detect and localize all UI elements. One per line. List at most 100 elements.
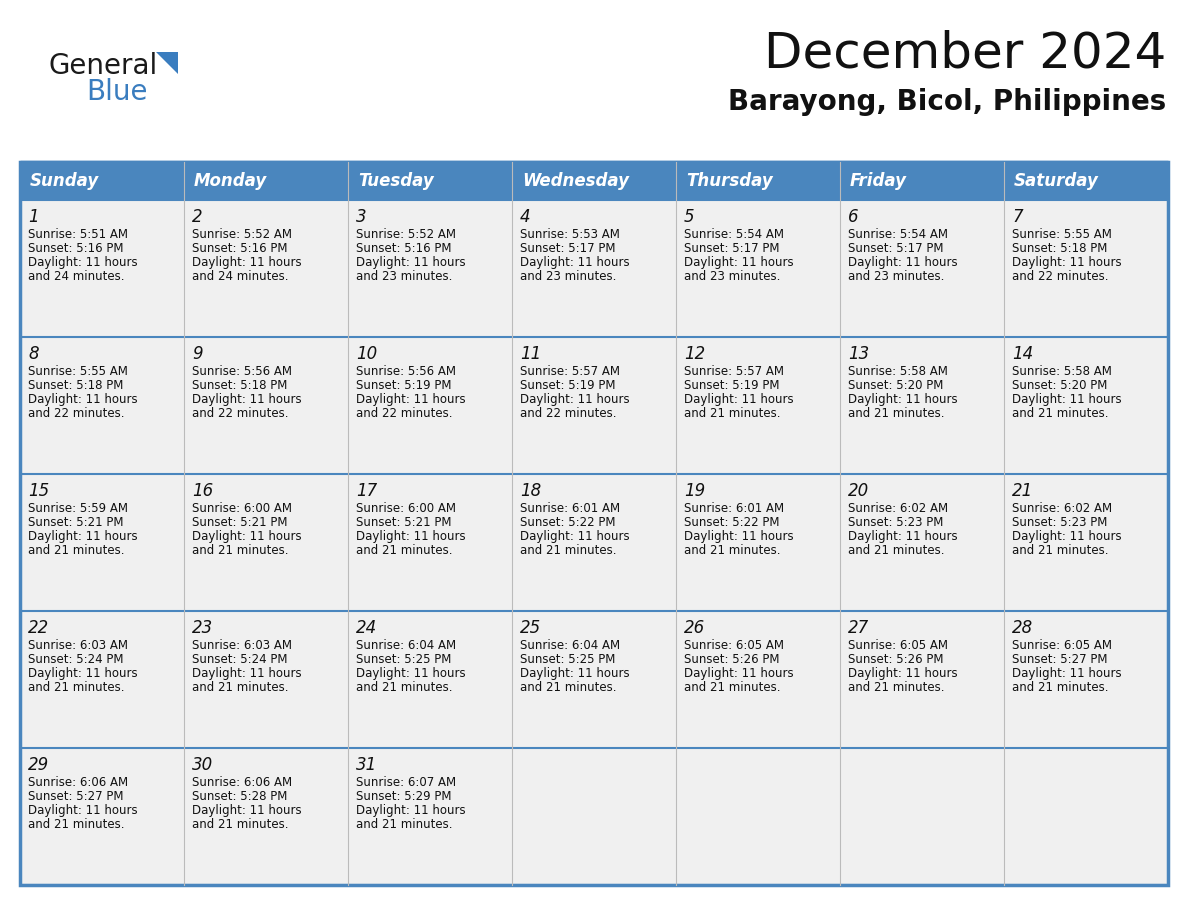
Text: Daylight: 11 hours: Daylight: 11 hours xyxy=(192,804,302,817)
Text: Sunrise: 6:05 AM: Sunrise: 6:05 AM xyxy=(1012,639,1112,652)
Text: Sunrise: 6:05 AM: Sunrise: 6:05 AM xyxy=(848,639,948,652)
Text: Sunrise: 5:58 AM: Sunrise: 5:58 AM xyxy=(848,365,948,378)
Text: Daylight: 11 hours: Daylight: 11 hours xyxy=(520,667,630,680)
Text: Sunset: 5:27 PM: Sunset: 5:27 PM xyxy=(1012,653,1107,666)
Text: Sunset: 5:17 PM: Sunset: 5:17 PM xyxy=(520,242,615,255)
Text: and 21 minutes.: and 21 minutes. xyxy=(848,407,944,420)
Text: Sunset: 5:16 PM: Sunset: 5:16 PM xyxy=(356,242,451,255)
Text: Sunset: 5:19 PM: Sunset: 5:19 PM xyxy=(356,379,451,392)
Text: Sunset: 5:21 PM: Sunset: 5:21 PM xyxy=(356,516,451,529)
Text: Sunset: 5:28 PM: Sunset: 5:28 PM xyxy=(192,790,287,803)
Text: Sunrise: 6:01 AM: Sunrise: 6:01 AM xyxy=(684,502,784,515)
Text: Tuesday: Tuesday xyxy=(358,172,434,190)
Text: Daylight: 11 hours: Daylight: 11 hours xyxy=(192,393,302,406)
Text: Sunset: 5:24 PM: Sunset: 5:24 PM xyxy=(29,653,124,666)
Text: Daylight: 11 hours: Daylight: 11 hours xyxy=(848,667,958,680)
Text: Daylight: 11 hours: Daylight: 11 hours xyxy=(520,393,630,406)
Text: 12: 12 xyxy=(684,345,706,363)
Text: Daylight: 11 hours: Daylight: 11 hours xyxy=(520,256,630,269)
Text: Sunset: 5:27 PM: Sunset: 5:27 PM xyxy=(29,790,124,803)
Text: and 22 minutes.: and 22 minutes. xyxy=(1012,270,1108,283)
Text: Daylight: 11 hours: Daylight: 11 hours xyxy=(1012,393,1121,406)
Text: Sunset: 5:20 PM: Sunset: 5:20 PM xyxy=(1012,379,1107,392)
Text: Sunrise: 5:57 AM: Sunrise: 5:57 AM xyxy=(684,365,784,378)
Text: Daylight: 11 hours: Daylight: 11 hours xyxy=(192,667,302,680)
Text: Sunrise: 5:58 AM: Sunrise: 5:58 AM xyxy=(1012,365,1112,378)
Text: 20: 20 xyxy=(848,482,870,500)
Text: and 21 minutes.: and 21 minutes. xyxy=(1012,681,1108,694)
Text: and 21 minutes.: and 21 minutes. xyxy=(1012,407,1108,420)
Text: and 21 minutes.: and 21 minutes. xyxy=(29,681,125,694)
Text: Sunrise: 6:06 AM: Sunrise: 6:06 AM xyxy=(29,776,128,789)
Text: Sunrise: 6:03 AM: Sunrise: 6:03 AM xyxy=(192,639,292,652)
Text: and 21 minutes.: and 21 minutes. xyxy=(192,544,289,557)
Text: Sunset: 5:29 PM: Sunset: 5:29 PM xyxy=(356,790,451,803)
Text: and 22 minutes.: and 22 minutes. xyxy=(520,407,617,420)
Text: Sunrise: 5:56 AM: Sunrise: 5:56 AM xyxy=(356,365,456,378)
Text: 8: 8 xyxy=(29,345,39,363)
Text: Sunset: 5:22 PM: Sunset: 5:22 PM xyxy=(684,516,779,529)
Text: Daylight: 11 hours: Daylight: 11 hours xyxy=(29,530,138,543)
Text: 7: 7 xyxy=(1012,208,1023,226)
Text: 16: 16 xyxy=(192,482,214,500)
Text: Sunrise: 5:59 AM: Sunrise: 5:59 AM xyxy=(29,502,128,515)
Text: Monday: Monday xyxy=(194,172,267,190)
Text: Sunset: 5:26 PM: Sunset: 5:26 PM xyxy=(848,653,943,666)
Text: Sunrise: 5:55 AM: Sunrise: 5:55 AM xyxy=(29,365,128,378)
Text: Wednesday: Wednesday xyxy=(522,172,628,190)
Text: Sunset: 5:24 PM: Sunset: 5:24 PM xyxy=(192,653,287,666)
Text: and 21 minutes.: and 21 minutes. xyxy=(356,681,453,694)
Text: Sunrise: 6:01 AM: Sunrise: 6:01 AM xyxy=(520,502,620,515)
Text: 25: 25 xyxy=(520,619,542,637)
Text: Sunrise: 5:51 AM: Sunrise: 5:51 AM xyxy=(29,228,128,241)
Text: Sunset: 5:18 PM: Sunset: 5:18 PM xyxy=(192,379,287,392)
Bar xyxy=(20,611,1168,748)
Text: Sunset: 5:16 PM: Sunset: 5:16 PM xyxy=(192,242,287,255)
Text: Sunrise: 5:52 AM: Sunrise: 5:52 AM xyxy=(356,228,456,241)
Text: Daylight: 11 hours: Daylight: 11 hours xyxy=(356,256,466,269)
Text: Daylight: 11 hours: Daylight: 11 hours xyxy=(192,256,302,269)
Text: Sunset: 5:16 PM: Sunset: 5:16 PM xyxy=(29,242,124,255)
Text: and 21 minutes.: and 21 minutes. xyxy=(29,544,125,557)
Text: 5: 5 xyxy=(684,208,695,226)
Text: 11: 11 xyxy=(520,345,542,363)
Text: 29: 29 xyxy=(29,756,49,774)
Text: Daylight: 11 hours: Daylight: 11 hours xyxy=(29,667,138,680)
Text: Sunset: 5:20 PM: Sunset: 5:20 PM xyxy=(848,379,943,392)
Text: 27: 27 xyxy=(848,619,870,637)
Text: 18: 18 xyxy=(520,482,542,500)
Text: and 21 minutes.: and 21 minutes. xyxy=(684,681,781,694)
Text: Sunset: 5:23 PM: Sunset: 5:23 PM xyxy=(848,516,943,529)
Text: 13: 13 xyxy=(848,345,870,363)
Text: and 21 minutes.: and 21 minutes. xyxy=(29,818,125,831)
Text: and 23 minutes.: and 23 minutes. xyxy=(848,270,944,283)
Text: and 23 minutes.: and 23 minutes. xyxy=(356,270,453,283)
Text: Daylight: 11 hours: Daylight: 11 hours xyxy=(356,667,466,680)
Text: Sunrise: 5:55 AM: Sunrise: 5:55 AM xyxy=(1012,228,1112,241)
Text: Sunset: 5:23 PM: Sunset: 5:23 PM xyxy=(1012,516,1107,529)
Text: and 23 minutes.: and 23 minutes. xyxy=(684,270,781,283)
Text: Sunset: 5:18 PM: Sunset: 5:18 PM xyxy=(29,379,124,392)
Text: Daylight: 11 hours: Daylight: 11 hours xyxy=(684,393,794,406)
Text: Barayong, Bicol, Philippines: Barayong, Bicol, Philippines xyxy=(728,88,1165,116)
Text: Saturday: Saturday xyxy=(1015,172,1099,190)
Text: 9: 9 xyxy=(192,345,203,363)
Text: Daylight: 11 hours: Daylight: 11 hours xyxy=(356,804,466,817)
Text: Friday: Friday xyxy=(849,172,906,190)
Text: and 21 minutes.: and 21 minutes. xyxy=(1012,544,1108,557)
Text: 4: 4 xyxy=(520,208,531,226)
Text: Daylight: 11 hours: Daylight: 11 hours xyxy=(192,530,302,543)
Text: 1: 1 xyxy=(29,208,39,226)
Bar xyxy=(20,748,1168,885)
Text: 28: 28 xyxy=(1012,619,1034,637)
Text: Sunrise: 5:53 AM: Sunrise: 5:53 AM xyxy=(520,228,620,241)
Text: Sunset: 5:19 PM: Sunset: 5:19 PM xyxy=(520,379,615,392)
Text: Sunrise: 6:07 AM: Sunrise: 6:07 AM xyxy=(356,776,456,789)
Text: 6: 6 xyxy=(848,208,859,226)
Text: 10: 10 xyxy=(356,345,378,363)
Text: Daylight: 11 hours: Daylight: 11 hours xyxy=(356,393,466,406)
Text: Sunset: 5:19 PM: Sunset: 5:19 PM xyxy=(684,379,779,392)
Text: Sunset: 5:26 PM: Sunset: 5:26 PM xyxy=(684,653,779,666)
Text: Daylight: 11 hours: Daylight: 11 hours xyxy=(848,256,958,269)
Text: Sunday: Sunday xyxy=(30,172,100,190)
